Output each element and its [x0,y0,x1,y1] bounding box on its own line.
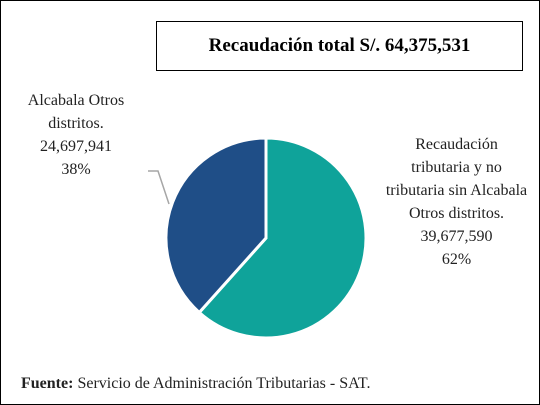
value-label: 24,697,941 [40,138,112,155]
pie-slice [164,136,268,315]
source-text: Servicio de Administración Tributarias -… [77,375,371,392]
percent-label: 38% [61,161,91,178]
source-label: Fuente: [21,375,74,392]
slice-label: Alcabala Otros distritos. 24,697,941 38% [11,89,141,181]
leader-line [148,170,170,205]
pie-slice [197,136,368,340]
source: Fuente: Servicio de Administración Tribu… [21,375,370,393]
category-label: Recaudación tributaria y no tributaria s… [385,136,528,222]
value-label: 39,677,590 [420,228,493,245]
percent-label: 62% [441,251,472,268]
chart-title: Recaudación total S/. 64,375,531 [156,21,523,71]
category-label: Alcabala Otros distritos. [27,92,125,132]
slice-label: Recaudación tributaria y no tributaria s… [384,133,529,271]
